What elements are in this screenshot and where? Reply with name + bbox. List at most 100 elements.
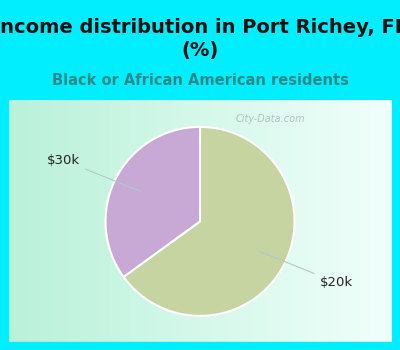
Bar <box>207 100 210 350</box>
Bar <box>373 100 377 350</box>
Bar <box>240 100 243 350</box>
Bar <box>63 100 67 350</box>
Bar <box>217 100 220 350</box>
Bar <box>330 100 333 350</box>
Bar <box>93 100 97 350</box>
Text: $20k: $20k <box>260 252 353 289</box>
Bar <box>247 100 250 350</box>
Bar <box>267 100 270 350</box>
Bar <box>390 100 393 350</box>
Bar <box>80 100 83 350</box>
Bar <box>393 100 397 350</box>
Bar <box>257 100 260 350</box>
Bar <box>377 100 380 350</box>
Bar <box>103 100 107 350</box>
Bar <box>53 100 57 350</box>
Bar <box>380 100 383 350</box>
Bar <box>110 100 113 350</box>
Bar <box>13 100 17 350</box>
Text: City-Data.com: City-Data.com <box>236 114 306 124</box>
Bar <box>200 100 203 350</box>
Bar <box>357 100 360 350</box>
Bar <box>163 100 167 350</box>
Bar <box>183 100 187 350</box>
Bar <box>127 100 130 350</box>
Bar <box>67 100 70 350</box>
Bar <box>220 100 223 350</box>
Bar <box>107 100 110 350</box>
Bar <box>340 100 343 350</box>
Bar <box>323 100 327 350</box>
Bar <box>143 100 147 350</box>
Bar <box>100 100 103 350</box>
Bar <box>0 100 3 350</box>
Bar <box>120 100 123 350</box>
Bar <box>333 100 337 350</box>
Bar <box>210 100 213 350</box>
Bar <box>70 100 73 350</box>
Bar <box>50 100 53 350</box>
Bar <box>360 100 363 350</box>
Bar <box>260 100 263 350</box>
Bar <box>290 100 293 350</box>
Bar <box>243 100 247 350</box>
Bar <box>280 100 283 350</box>
Bar <box>97 100 100 350</box>
Bar <box>137 100 140 350</box>
Bar <box>317 100 320 350</box>
Bar <box>123 100 127 350</box>
Bar <box>0 100 8 350</box>
Bar <box>227 100 230 350</box>
Bar <box>203 100 207 350</box>
Bar <box>90 100 93 350</box>
Bar <box>253 100 257 350</box>
Bar <box>392 100 400 350</box>
Bar <box>197 100 200 350</box>
Bar <box>33 100 37 350</box>
Bar <box>150 100 153 350</box>
Bar <box>367 100 370 350</box>
Bar <box>23 100 27 350</box>
Bar <box>77 100 80 350</box>
Wedge shape <box>106 127 200 277</box>
Bar <box>60 100 63 350</box>
Text: Black or African American residents: Black or African American residents <box>52 73 348 88</box>
Bar <box>223 100 227 350</box>
Bar <box>10 100 13 350</box>
Text: $30k: $30k <box>47 154 140 191</box>
Bar <box>343 100 347 350</box>
Bar <box>17 100 20 350</box>
Bar <box>3 100 7 350</box>
Bar <box>87 100 90 350</box>
Bar <box>160 100 163 350</box>
Bar <box>73 100 77 350</box>
Bar <box>27 100 30 350</box>
Bar <box>300 100 303 350</box>
Bar <box>157 100 160 350</box>
Bar <box>177 100 180 350</box>
Bar <box>320 100 323 350</box>
Bar <box>363 100 367 350</box>
Bar <box>170 100 173 350</box>
Bar <box>173 100 177 350</box>
Bar <box>187 100 190 350</box>
Bar <box>130 100 133 350</box>
Text: Income distribution in Port Richey, FL
(%): Income distribution in Port Richey, FL (… <box>0 18 400 60</box>
Bar <box>303 100 307 350</box>
Bar <box>167 100 170 350</box>
Bar <box>383 100 387 350</box>
Bar <box>237 100 240 350</box>
Bar <box>307 100 310 350</box>
Bar <box>230 100 233 350</box>
Bar <box>40 100 43 350</box>
Bar <box>140 100 143 350</box>
Bar <box>37 100 40 350</box>
Bar <box>263 100 267 350</box>
Bar <box>57 100 60 350</box>
Bar <box>30 100 33 350</box>
Bar <box>117 100 120 350</box>
Bar <box>353 100 357 350</box>
Bar <box>180 100 183 350</box>
Wedge shape <box>124 127 294 316</box>
Bar <box>190 100 193 350</box>
